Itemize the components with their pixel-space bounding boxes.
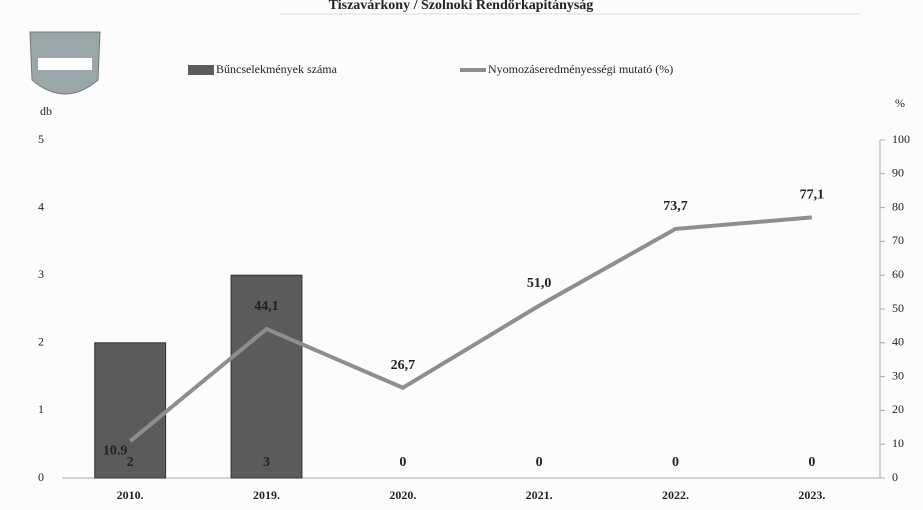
- y2-tick-label: 10: [892, 436, 904, 450]
- y-tick-label: 5: [38, 132, 44, 146]
- y-tick-label: 4: [38, 199, 44, 213]
- y-tick-label: 2: [38, 335, 44, 349]
- legend-label: Nyomozáseredményességi mutató (%): [488, 62, 673, 76]
- y2-tick-label: 70: [892, 233, 904, 247]
- legend-swatch: [188, 65, 214, 75]
- y2-tick-label: 100: [892, 132, 910, 146]
- y-axis-label: db: [40, 104, 52, 118]
- bar-value-label: 0: [399, 455, 406, 470]
- x-tick-label: 2019.: [253, 488, 280, 502]
- line-value-label: 51,0: [527, 276, 552, 291]
- y2-tick-label: 40: [892, 335, 904, 349]
- y2-tick-label: 90: [892, 166, 904, 180]
- y2-tick-label: 60: [892, 267, 904, 281]
- x-tick-label: 2023.: [798, 488, 825, 502]
- y-tick-label: 3: [38, 267, 44, 281]
- y2-axis-label: %: [895, 96, 905, 110]
- bar-value-label: 0: [536, 455, 543, 470]
- x-tick-label: 2021.: [526, 488, 553, 502]
- y-tick-label: 1: [38, 402, 44, 416]
- line-value-label: 10.9: [103, 443, 128, 458]
- x-tick-label: 2010.: [117, 488, 144, 502]
- logo: [29, 31, 101, 95]
- y2-tick-label: 30: [892, 368, 904, 382]
- bar-value-label: 3: [263, 455, 270, 470]
- line-value-label: 44,1: [254, 299, 279, 314]
- bar-value-label: 0: [808, 455, 815, 470]
- legend-label: Bűncselekmények száma: [216, 62, 338, 76]
- chart-title: Tiszavárkony / Szolnoki Rendőrkapitánysá…: [329, 0, 594, 13]
- line: [128, 215, 813, 443]
- bar-value-label: 0: [672, 455, 679, 470]
- y-tick-label: 0: [38, 470, 44, 484]
- bar: [230, 274, 303, 479]
- y2-tick-label: 80: [892, 199, 904, 213]
- x-tick-label: 2022.: [662, 488, 689, 502]
- line-value-label: 73,7: [663, 199, 688, 214]
- y2-tick-label: 20: [892, 402, 904, 416]
- x-tick-label: 2020.: [389, 488, 416, 502]
- bar-value-label: 2: [127, 455, 134, 470]
- line-value-label: 26,7: [391, 358, 416, 373]
- y2-tick-label: 0: [892, 470, 898, 484]
- line-value-label: 77,1: [800, 188, 825, 203]
- bar: [94, 342, 167, 479]
- y2-tick-label: 50: [892, 301, 904, 315]
